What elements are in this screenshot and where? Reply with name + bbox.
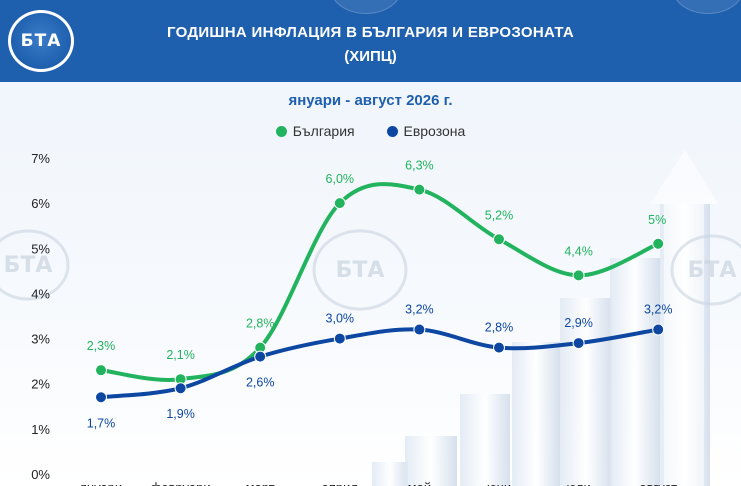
data-point xyxy=(254,350,267,363)
data-label: 4,4% xyxy=(564,244,593,258)
chart-title-line2: (ХИПЦ) xyxy=(344,48,397,65)
series-points xyxy=(95,183,665,404)
y-tick-label: 7% xyxy=(31,151,50,166)
decor-bar xyxy=(610,258,660,486)
data-point xyxy=(413,183,426,196)
series-line-0 xyxy=(99,182,661,382)
x-axis: януари февруари март април май юни юли август xyxy=(80,480,677,486)
data-labels: 2,3% 2,1% 2,8% 6,0% 6,3% 5,2% 4,4% 5% 1,7% 1,9% 2,… xyxy=(87,159,673,431)
watermark-text: БТА xyxy=(336,258,385,283)
chart-title-line1: ГОДИШНА ИНФЛАЦИЯ В БЪЛГАРИЯ И ЕВРОЗОНАТА xyxy=(166,24,575,41)
bta-logo: БТА xyxy=(8,10,74,72)
data-label: 3,2% xyxy=(644,303,673,317)
data-label: 2,6% xyxy=(246,376,275,390)
legend-label-eurozone: Еврозона xyxy=(403,123,466,140)
y-axis: 0% 1% 2% 3% 4% 5% 6% 7% xyxy=(31,151,50,482)
watermark-logo: БТА xyxy=(670,234,741,306)
data-label: 6,0% xyxy=(326,172,355,186)
decor-bar xyxy=(405,436,457,486)
data-point xyxy=(95,391,107,404)
watermark-logo: БТА xyxy=(0,229,70,301)
data-point xyxy=(493,341,505,354)
data-point xyxy=(652,237,665,250)
legend-dot-icon xyxy=(386,126,398,138)
data-point xyxy=(333,332,346,345)
series-line-1 xyxy=(99,327,661,400)
x-tick-label: август xyxy=(639,480,677,486)
y-tick-label: 5% xyxy=(31,241,50,256)
data-point xyxy=(652,323,665,336)
data-point xyxy=(413,323,426,336)
legend-dot-icon xyxy=(275,126,287,138)
y-tick-label: 0% xyxy=(31,467,50,482)
chart-subtitle: януари - август 2026 г. xyxy=(288,92,453,109)
series-lines xyxy=(99,182,661,400)
data-point xyxy=(174,382,187,395)
data-label: 2,8% xyxy=(246,317,275,331)
x-tick-label: май xyxy=(408,480,431,486)
data-label: 2,1% xyxy=(166,348,195,362)
background-bars-decor xyxy=(372,150,718,486)
y-tick-label: 6% xyxy=(31,196,50,211)
x-tick-label: април xyxy=(322,480,358,486)
data-label: 2,8% xyxy=(485,321,514,335)
chart-legend: България Еврозона xyxy=(0,122,741,139)
data-point xyxy=(95,364,107,377)
decor-bar xyxy=(560,298,612,486)
data-label: 5,2% xyxy=(485,208,514,222)
data-point xyxy=(333,197,346,210)
decor-bar xyxy=(372,462,408,486)
data-point xyxy=(572,269,585,282)
y-tick-label: 4% xyxy=(31,286,50,301)
data-point xyxy=(572,337,585,350)
y-tick-label: 1% xyxy=(31,422,50,437)
decor-arrow xyxy=(650,150,718,486)
x-tick-label: февруари xyxy=(151,480,211,486)
decor-bar xyxy=(460,394,510,486)
watermark-text: БТА xyxy=(688,258,737,283)
x-tick-label: юни xyxy=(487,480,511,486)
y-tick-label: 3% xyxy=(31,332,50,347)
data-point xyxy=(493,233,505,246)
legend-label-bulgaria: България xyxy=(292,123,355,140)
watermark-layer: БТА БТА БТА xyxy=(0,229,741,311)
x-tick-label: март xyxy=(246,480,275,486)
y-tick-label: 2% xyxy=(31,377,50,392)
legend-item-bulgaria: България xyxy=(275,123,355,140)
data-label: 2,9% xyxy=(564,316,593,330)
data-label: 6,3% xyxy=(405,159,434,173)
watermark-logo: БТА xyxy=(312,229,408,311)
x-tick-label: юли xyxy=(566,480,590,486)
logo-text: БТА xyxy=(20,31,62,51)
x-tick-label: януари xyxy=(80,480,122,486)
data-label: 1,9% xyxy=(166,407,195,421)
data-label: 1,7% xyxy=(87,416,116,430)
data-label: 3,0% xyxy=(326,312,355,326)
data-label: 2,3% xyxy=(87,339,116,353)
data-label: 5% xyxy=(648,213,666,227)
watermark-text: БТА xyxy=(4,253,53,278)
data-label: 3,2% xyxy=(405,303,434,317)
decor-bar xyxy=(512,342,560,486)
header-banner: БТА ГОДИШНА ИНФЛАЦИЯ В БЪЛГАРИЯ И ЕВРОЗО… xyxy=(0,0,741,82)
legend-item-eurozone: Еврозона xyxy=(386,123,466,140)
